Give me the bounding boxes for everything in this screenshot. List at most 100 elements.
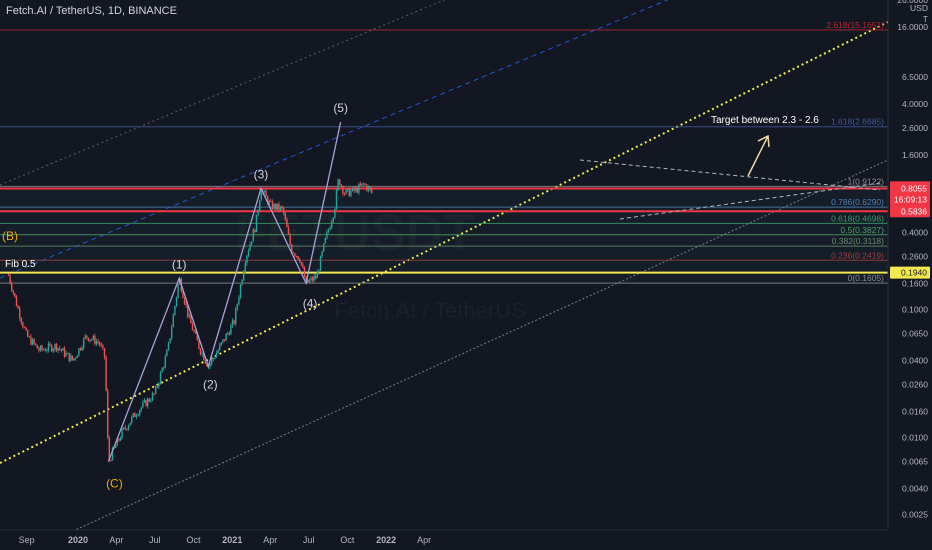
candle-body (44, 349, 47, 352)
candle-body (219, 344, 221, 350)
candle-body (78, 348, 80, 356)
candle-body (300, 261, 303, 265)
y-tick-label: 0.0160 (902, 406, 928, 416)
wave-label: (1) (172, 257, 187, 271)
candle-body (196, 333, 199, 341)
candle-body (292, 252, 295, 254)
y-tick-label: 0.0400 (902, 355, 928, 365)
y-tick-label: 0.0650 (902, 328, 928, 338)
fib-half-label: Fib 0.5 (5, 259, 36, 270)
fib-level-label: 0(0.1605) (848, 273, 885, 283)
candle-body (59, 348, 61, 350)
candle-body (275, 203, 277, 210)
y-tick-label: 0.0260 (902, 379, 928, 389)
candle-body (289, 234, 291, 245)
candle-body (361, 183, 363, 186)
candle-body (14, 293, 16, 297)
candle-body (12, 290, 15, 294)
candle-body (28, 336, 31, 338)
candle-body (33, 339, 35, 344)
candle-body (139, 410, 141, 415)
candle-body (123, 427, 125, 430)
candle-body (255, 214, 258, 232)
candle-body (151, 393, 154, 401)
candle-body (323, 243, 325, 252)
candle-body (313, 276, 315, 281)
candle-body (364, 183, 367, 185)
candle-body (287, 227, 290, 235)
candle-body (343, 193, 346, 195)
candle-body (351, 187, 354, 192)
candle-body (303, 267, 306, 278)
candle-body (54, 344, 56, 350)
currency-label-top: USD (910, 3, 928, 13)
candle-body (206, 363, 208, 367)
triangle-lower-line (619, 182, 881, 220)
candle-body (137, 414, 139, 416)
wave-label: (C) (106, 477, 123, 491)
x-tick-label: Jul (149, 535, 161, 545)
triangle-upper-line (579, 159, 881, 191)
candle-body (329, 227, 331, 230)
candle-body (57, 348, 59, 351)
fib-level-label: 2.618(15.1651) (826, 20, 884, 30)
candle-body (115, 445, 117, 448)
candle-body (353, 187, 355, 191)
y-tick-label: 0.1600 (902, 278, 928, 288)
x-tick-label: Oct (187, 535, 202, 545)
candle-body (11, 283, 13, 291)
fib-level-label: 0.382(0.3118) (832, 236, 884, 246)
candle-body (273, 203, 275, 209)
candle-body (148, 398, 151, 402)
candle-body (252, 229, 255, 242)
candle-body (150, 400, 152, 402)
candle-body (246, 255, 248, 264)
current-price-label: 0.8055 (901, 183, 927, 193)
candle-body (67, 352, 69, 354)
candle-body (132, 413, 135, 417)
channel-blue-line (0, 0, 669, 279)
candle-body (239, 284, 242, 298)
candle-body (65, 353, 67, 357)
candle-body (327, 229, 330, 232)
candle-body (347, 188, 349, 190)
candle-body (185, 303, 187, 306)
candle-body (111, 448, 114, 461)
candle-body (331, 221, 333, 228)
level-badge: 0.5836 (901, 206, 927, 216)
y-tick-label: 0.4000 (902, 227, 928, 237)
current-price-badge (890, 181, 930, 206)
candle-body (23, 327, 26, 328)
symbol-title: Fetch.AI / TetherUS, 1D, BINANCE (6, 5, 177, 17)
candle-body (305, 277, 307, 280)
y-tick-label: 16.0000 (897, 22, 928, 32)
candle-body (159, 372, 162, 384)
candle-body (295, 255, 298, 257)
candle-body (153, 393, 155, 395)
x-tick-label: Oct (340, 535, 355, 545)
candle-body (187, 305, 189, 317)
candle-body (222, 339, 224, 343)
candle-body (147, 398, 149, 407)
candle-body (38, 348, 40, 351)
candle-body (20, 318, 23, 323)
candle-body (265, 190, 267, 197)
candle-body (81, 347, 83, 350)
candle-body (87, 337, 90, 342)
candle-body (116, 438, 119, 446)
candle-body (36, 344, 39, 349)
wave-label: (5) (333, 101, 348, 115)
candle-body (102, 345, 104, 348)
candle-body (193, 330, 195, 332)
candle-body (103, 347, 106, 357)
candle-body (60, 349, 63, 351)
candle-body (340, 184, 343, 187)
candle-body (119, 438, 122, 441)
x-tick-label: 2022 (376, 535, 396, 545)
y-tick-label: 0.0065 (902, 457, 928, 467)
y-tick-label: 6.5000 (902, 72, 928, 82)
level-badge-bg (890, 266, 930, 279)
candle-body (235, 308, 237, 324)
x-tick-label: 2021 (222, 535, 242, 545)
